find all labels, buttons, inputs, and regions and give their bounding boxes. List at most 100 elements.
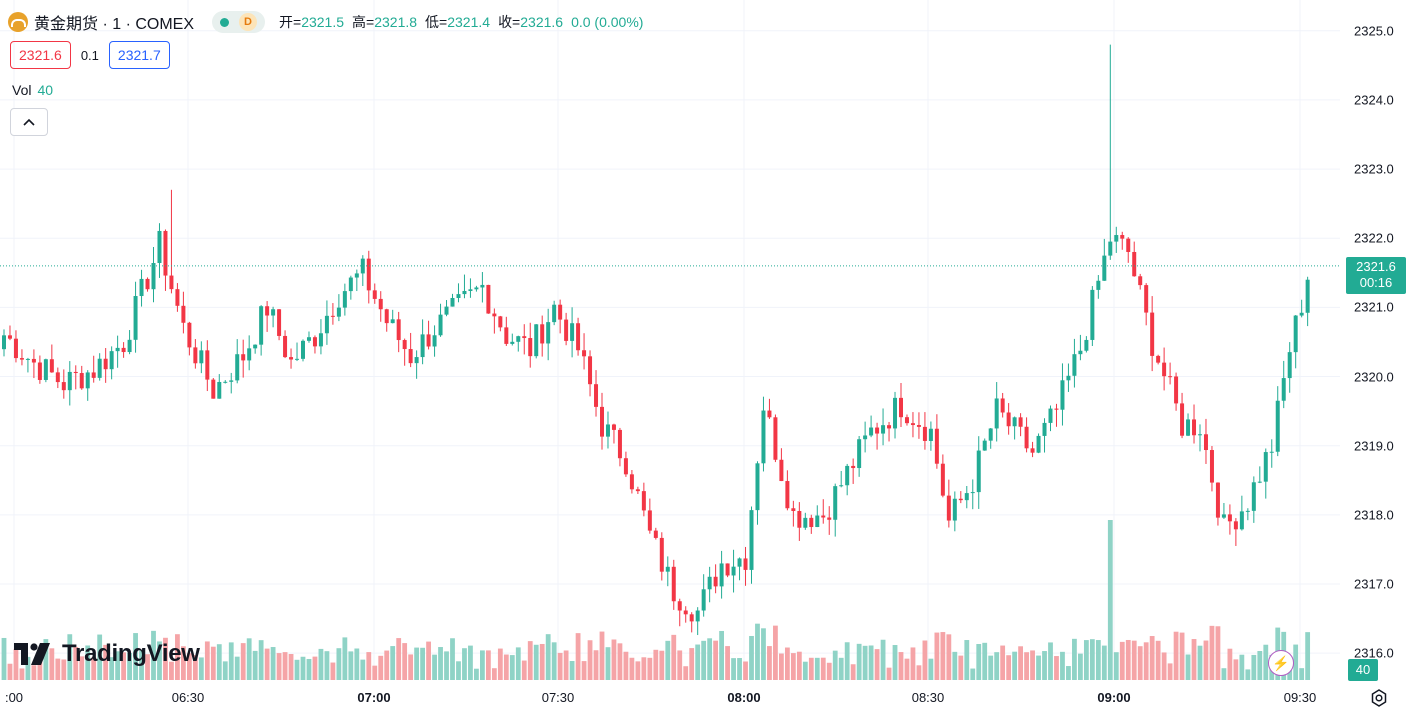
candle-body [432, 335, 437, 347]
collapse-legend-button[interactable] [10, 108, 48, 136]
candle-body [1281, 378, 1286, 401]
volume-bar [115, 651, 121, 680]
volume-bar [61, 659, 67, 680]
candle-body [887, 425, 892, 429]
volume-bar [790, 653, 796, 680]
candle-body [13, 338, 18, 359]
candle-body [55, 372, 60, 383]
candle-body [450, 297, 455, 307]
buy-button[interactable]: 2321.7 [108, 41, 170, 69]
volume-bar [976, 644, 982, 680]
chevron-up-icon [23, 118, 35, 126]
volume-bar [240, 643, 246, 680]
volume-bar [1293, 644, 1299, 680]
volume-bar [1030, 650, 1035, 680]
lightning-icon[interactable]: ⚡ [1268, 650, 1294, 676]
volume-bar [246, 638, 252, 680]
sell-button[interactable]: 2321.6 [10, 41, 71, 69]
volume-value: 40 [37, 82, 54, 98]
volume-bar [1239, 654, 1245, 680]
candle-body [516, 336, 521, 342]
candle-body [958, 498, 963, 501]
volume-bar [366, 652, 372, 680]
candle-body [534, 324, 539, 357]
candle-body [845, 465, 850, 486]
candle-body [1018, 417, 1023, 427]
volume-bar [426, 641, 431, 680]
volume-bar [169, 661, 174, 680]
volume-bar [163, 637, 168, 680]
price-chart[interactable] [0, 0, 1340, 680]
candle-body [904, 417, 909, 424]
candle-body [570, 323, 575, 341]
volume-bar [904, 658, 910, 680]
volume-bar [1000, 645, 1006, 680]
candle-body [869, 427, 874, 436]
volume-bar [181, 646, 186, 680]
candle-body [169, 275, 174, 290]
volume-bar [910, 647, 916, 680]
volume-bar [802, 661, 808, 680]
volume-bar [707, 638, 713, 680]
candle-body [881, 425, 886, 434]
volume-bar [826, 662, 832, 680]
market-status-pill[interactable]: D [212, 11, 266, 33]
candle-body [600, 406, 604, 437]
candle-body [241, 354, 246, 361]
volume-bar [456, 661, 461, 680]
volume-bar [1185, 654, 1191, 680]
volume-bar [468, 645, 473, 680]
open-value: 2321.5 [301, 14, 345, 30]
volume-bar [1149, 636, 1155, 680]
candle-body [121, 347, 126, 353]
time-axis[interactable]: :00 06:30 07:00 07:30 08:00 08:30 09:00 09:30 [0, 680, 1340, 714]
candle-body [217, 381, 222, 399]
tradingview-logo[interactable]: TradingView [14, 640, 200, 668]
candle-body [982, 440, 987, 451]
volume-bar [1042, 651, 1047, 680]
candle-body [1120, 235, 1125, 239]
candle-body [360, 258, 365, 274]
volume-bar [677, 650, 683, 680]
volume-bar [145, 654, 150, 680]
candle-body [426, 334, 431, 347]
price-axis[interactable]: 2325.0 2324.0 2323.0 2322.0 2321.0 2320.0 2319… [1340, 0, 1410, 714]
volume-bar [755, 623, 760, 680]
volume-bar [928, 658, 934, 680]
volume-bar [641, 657, 647, 680]
candle-body [1245, 510, 1250, 512]
volume-bar [49, 648, 55, 680]
volume-bar [922, 640, 928, 680]
candle-body [1066, 375, 1071, 381]
settings-gear-icon[interactable] [1369, 688, 1389, 708]
volume-bar [1143, 642, 1149, 680]
volume-bar [635, 661, 641, 680]
candle-body [498, 316, 503, 328]
volume-bar [73, 646, 79, 680]
candle-body [857, 439, 862, 469]
volume-bar [856, 643, 862, 680]
volume-bar [1006, 655, 1012, 680]
volume-bar [1024, 652, 1029, 680]
volume-label[interactable]: Vol [12, 82, 32, 98]
volume-bar [175, 634, 180, 680]
volume-bar [480, 650, 485, 680]
volume-bar [270, 647, 276, 680]
candle-body [504, 327, 509, 344]
candle-body [193, 347, 198, 364]
volume-bar [737, 658, 742, 680]
symbol-title[interactable]: 黄金期货 · 1 · COMEX [34, 16, 195, 33]
volume-bar [31, 665, 37, 680]
volume-bar [784, 647, 790, 680]
candle-body [779, 459, 784, 482]
volume-bar [1179, 632, 1185, 680]
price-tick-label: 2322.0 [1354, 230, 1394, 246]
candle-body [665, 566, 670, 572]
candle-body [271, 309, 276, 316]
low-value: 2321.4 [447, 14, 491, 30]
volume-bar [234, 656, 240, 680]
volume-bar [946, 634, 952, 680]
candle-body [641, 491, 646, 511]
volume-bar [551, 642, 557, 680]
candle-body [306, 337, 311, 341]
